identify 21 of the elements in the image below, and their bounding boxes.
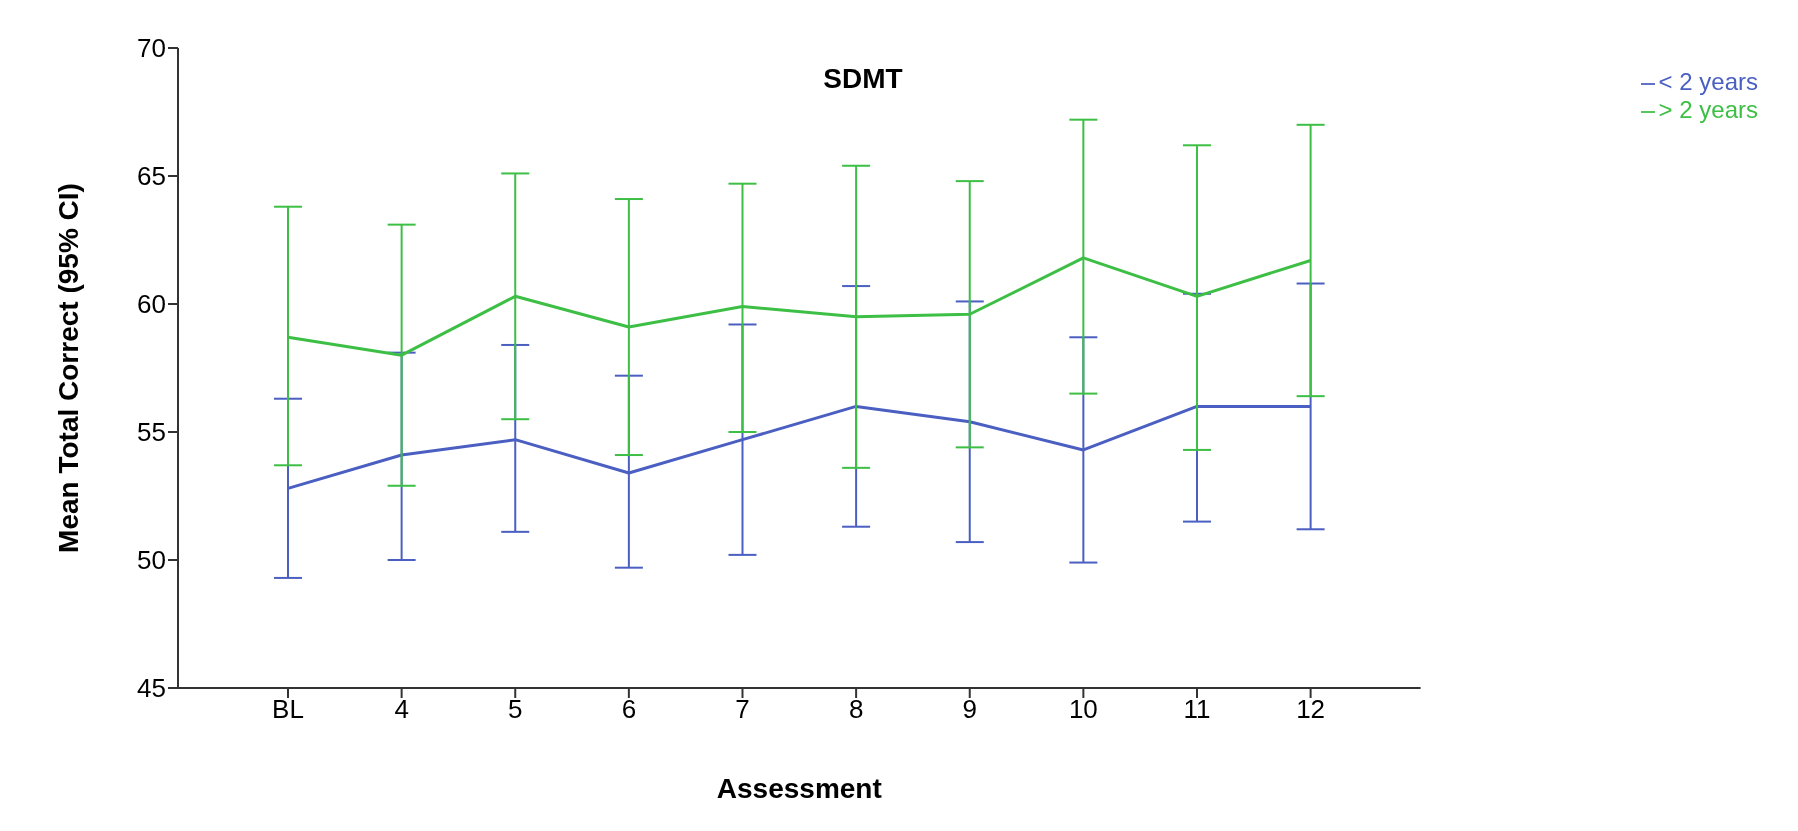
x-tick-label: 12 (1296, 694, 1326, 725)
y-tick-label: 60 (137, 289, 166, 320)
x-tick-label: 8 (848, 694, 864, 725)
y-tick-label: 50 (137, 545, 166, 576)
x-tick-label: 11 (1183, 694, 1211, 725)
x-tick-label: 6 (621, 694, 637, 725)
y-tick-label: 55 (137, 417, 166, 448)
y-tick-label: 65 (137, 161, 166, 192)
x-tick-label: 9 (962, 694, 977, 725)
legend-label: > 2 years (1658, 96, 1758, 123)
y-tick-label: 45 (137, 673, 166, 704)
x-tick-label: 4 (394, 694, 409, 725)
x-tick-label: 7 (735, 694, 750, 725)
x-tick-label: 10 (1068, 694, 1098, 725)
legend-label: < 2 years (1658, 68, 1758, 95)
y-tick-label: 70 (137, 33, 166, 64)
y-axis-title: Mean Total Correct (95% CI) (52, 183, 84, 553)
text: SDMT (822, 63, 904, 95)
x-tick-label: 5 (508, 694, 523, 725)
x-axis-title: Assessment (716, 773, 882, 804)
x-tick-label: BL (272, 694, 304, 725)
